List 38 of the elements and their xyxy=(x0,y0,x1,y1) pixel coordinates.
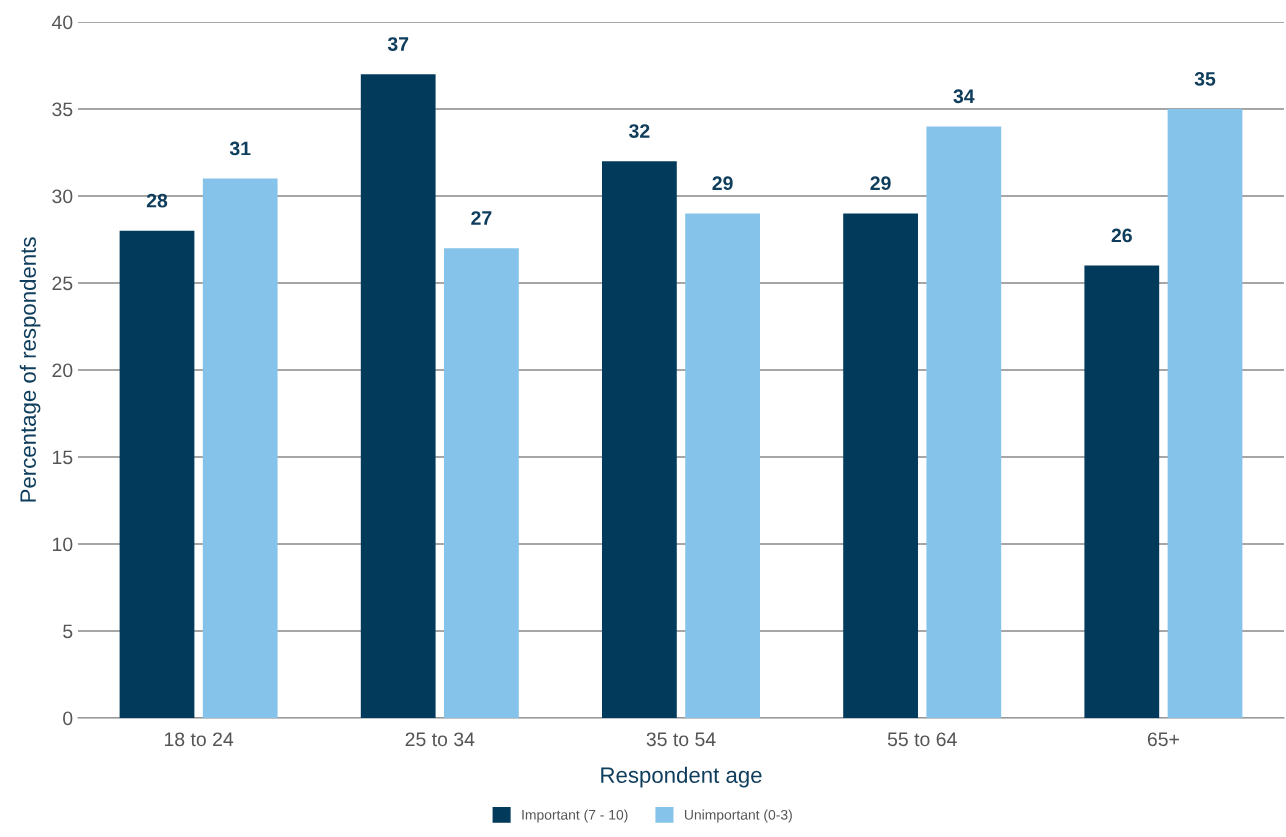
legend-label: Unimportant (0-3) xyxy=(684,809,792,823)
y-tick-label: 30 xyxy=(52,189,73,204)
y-tick-label: 15 xyxy=(53,450,73,465)
y-tick-label: 35 xyxy=(52,102,73,117)
y-tick-label: 40 xyxy=(51,15,73,30)
data-label: 35 xyxy=(1194,71,1216,86)
bar xyxy=(119,230,195,718)
data-label: 29 xyxy=(870,176,891,191)
data-label: 29 xyxy=(712,176,733,191)
data-label: 31 xyxy=(229,141,251,156)
y-tick-label: 5 xyxy=(63,624,73,639)
x-tick-label: 25 to 34 xyxy=(405,732,475,747)
x-tick-label: 55 to 64 xyxy=(887,732,957,747)
bar xyxy=(1084,265,1160,718)
data-label: 26 xyxy=(1111,228,1132,243)
y-tick-label: 25 xyxy=(52,276,73,291)
x-tick-label: 18 to 24 xyxy=(164,732,234,747)
bar xyxy=(685,213,760,718)
data-label: 37 xyxy=(387,37,409,51)
data-label: 32 xyxy=(629,124,650,138)
data-label: 28 xyxy=(146,193,168,208)
bar xyxy=(602,161,677,718)
x-tick-label: 35 to 54 xyxy=(646,732,716,747)
y-axis-title: Percentage of respondents xyxy=(19,237,41,502)
data-label: 34 xyxy=(953,89,975,104)
bar xyxy=(843,213,918,718)
legend-label: Important (7 - 10) xyxy=(522,809,628,823)
x-axis-title: Respondent age xyxy=(601,766,762,788)
bar xyxy=(1167,109,1243,718)
y-tick-label: 10 xyxy=(53,537,73,552)
bar xyxy=(360,74,436,718)
bar xyxy=(926,126,1002,718)
bar xyxy=(444,248,519,718)
y-tick-label: 0 xyxy=(63,711,73,726)
x-tick-label: 65+ xyxy=(1147,732,1179,747)
data-label: 27 xyxy=(471,211,492,225)
bar xyxy=(202,178,278,718)
y-tick-label: 20 xyxy=(52,363,73,378)
